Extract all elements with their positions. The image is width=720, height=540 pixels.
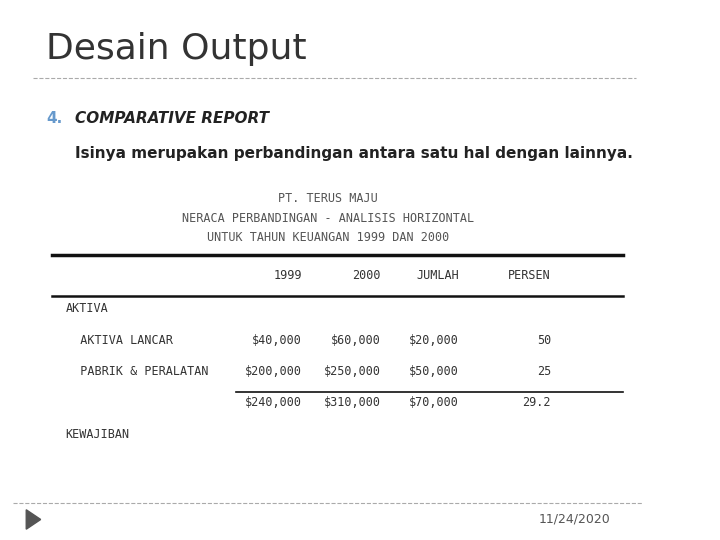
Text: PERSEN: PERSEN <box>508 269 551 282</box>
Text: AKTIVA LANCAR: AKTIVA LANCAR <box>66 334 173 347</box>
Text: 4.: 4. <box>46 111 62 126</box>
Text: 1999: 1999 <box>273 269 302 282</box>
Text: NERACA PERBANDINGAN - ANALISIS HORIZONTAL: NERACA PERBANDINGAN - ANALISIS HORIZONTA… <box>182 212 474 225</box>
Text: KEWAJIBAN: KEWAJIBAN <box>66 428 130 441</box>
Polygon shape <box>26 510 40 529</box>
Text: 11/24/2020: 11/24/2020 <box>539 513 610 526</box>
Text: PABRIK & PERALATAN: PABRIK & PERALATAN <box>66 365 208 378</box>
Text: $50,000: $50,000 <box>409 365 459 378</box>
Text: $20,000: $20,000 <box>409 334 459 347</box>
Text: 29.2: 29.2 <box>523 396 551 409</box>
Text: $70,000: $70,000 <box>409 396 459 409</box>
Text: PT. TERUS MAJU: PT. TERUS MAJU <box>278 192 378 205</box>
Text: $40,000: $40,000 <box>252 334 302 347</box>
Text: $250,000: $250,000 <box>323 365 380 378</box>
Text: 25: 25 <box>536 365 551 378</box>
Text: JUMLAH: JUMLAH <box>416 269 459 282</box>
Text: Desain Output: Desain Output <box>46 32 307 66</box>
Text: 2000: 2000 <box>352 269 380 282</box>
Text: UNTUK TAHUN KEUANGAN 1999 DAN 2000: UNTUK TAHUN KEUANGAN 1999 DAN 2000 <box>207 231 449 244</box>
Text: $240,000: $240,000 <box>245 396 302 409</box>
Text: $60,000: $60,000 <box>330 334 380 347</box>
Text: Isinya merupakan perbandingan antara satu hal dengan lainnya.: Isinya merupakan perbandingan antara sat… <box>76 146 634 161</box>
Text: COMPARATIVE REPORT: COMPARATIVE REPORT <box>76 111 269 126</box>
Text: AKTIVA: AKTIVA <box>66 302 108 315</box>
Text: $200,000: $200,000 <box>245 365 302 378</box>
Text: $310,000: $310,000 <box>323 396 380 409</box>
Text: 50: 50 <box>536 334 551 347</box>
